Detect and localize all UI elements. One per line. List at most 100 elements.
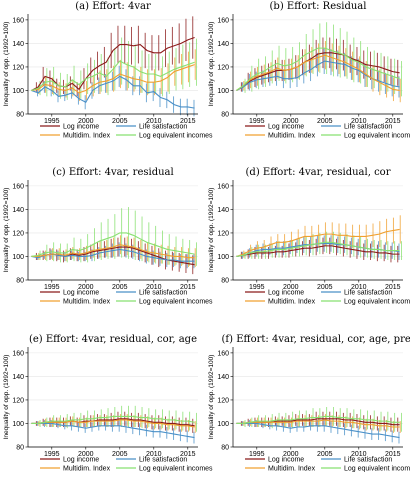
y-tick-label: 100 bbox=[12, 421, 24, 428]
y-tick-label: 140 bbox=[217, 207, 229, 214]
panel-title: (a) Effort: 4var bbox=[75, 1, 151, 12]
chart-panel-6: (f) Effort: 4var, residual, cor, age, pr… bbox=[208, 334, 410, 473]
legend-label-2: Life satisfaction bbox=[344, 290, 392, 297]
x-tick-label: 2015 bbox=[385, 118, 401, 125]
chart-panel-4: (d) Effort: 4var, residual, cor 80 100 120 1… bbox=[208, 167, 410, 306]
series-line-2 bbox=[236, 242, 400, 258]
legend: Log income Life satisfaction Multidim. Ind… bbox=[245, 290, 410, 306]
panel-title: (e) Effort: 4var, residual, cor, age bbox=[29, 334, 197, 345]
x-tick-label: 2015 bbox=[180, 118, 196, 125]
legend-label-3: Multidim. Index bbox=[63, 299, 111, 306]
legend-label-1: Log income bbox=[268, 457, 304, 464]
legend: Log income Life satisfaction Multidim. Ind… bbox=[40, 124, 213, 140]
legend-label-4: Log equivalent incomes bbox=[139, 133, 213, 140]
x-tick-label: 2005 bbox=[112, 118, 128, 125]
legend-label-2: Life satisfaction bbox=[344, 457, 392, 464]
y-tick-label: 160 bbox=[12, 17, 24, 24]
series-line-1 bbox=[31, 37, 195, 91]
legend-label-1: Log income bbox=[63, 290, 99, 297]
x-tick-label: 2000 bbox=[78, 451, 94, 458]
y-tick-label: 160 bbox=[12, 183, 24, 190]
y-tick-label: 160 bbox=[217, 17, 229, 24]
legend: Log income Life satisfaction Multidim. Ind… bbox=[40, 290, 213, 306]
panel-title: (c) Effort: 4var, residual bbox=[52, 167, 173, 178]
y-tick-label: 120 bbox=[12, 64, 24, 71]
series-line-2 bbox=[31, 75, 195, 109]
x-tick-label: 1995 bbox=[249, 451, 265, 458]
y-tick-label: 100 bbox=[12, 254, 24, 261]
panel-title: (d) Effort: 4var, residual, cor bbox=[246, 167, 391, 178]
legend-label-4: Log equivalent incomes bbox=[344, 133, 410, 140]
y-tick-label: 120 bbox=[217, 230, 229, 237]
y-axis-label: Inequality of opp. (1992=100) bbox=[208, 22, 215, 107]
x-tick-label: 2000 bbox=[283, 118, 299, 125]
legend-label-2: Life satisfaction bbox=[139, 290, 187, 297]
x-tick-label: 1995 bbox=[249, 284, 265, 291]
x-tick-label: 2015 bbox=[180, 451, 196, 458]
x-tick-label: 1995 bbox=[44, 451, 60, 458]
x-tick-label: 1995 bbox=[44, 284, 60, 291]
x-tick-label: 2015 bbox=[385, 284, 401, 291]
x-tick-label: 2010 bbox=[351, 118, 367, 125]
legend: Log income Life satisfaction Multidim. Ind… bbox=[40, 457, 213, 473]
y-tick-label: 120 bbox=[12, 397, 24, 404]
y-tick-label: 140 bbox=[217, 374, 229, 381]
legend-label-3: Multidim. Index bbox=[63, 466, 111, 473]
y-tick-label: 80 bbox=[221, 277, 229, 284]
legend-label-2: Life satisfaction bbox=[344, 124, 392, 131]
legend-label-4: Log equivalent incomes bbox=[344, 466, 410, 473]
chart-panel-2: (b) Effort: Residual 80 100 120 140 160 1995 20… bbox=[208, 1, 410, 140]
y-tick-label: 100 bbox=[12, 88, 24, 95]
y-tick-label: 160 bbox=[217, 350, 229, 357]
y-tick-label: 80 bbox=[16, 111, 24, 118]
y-tick-label: 80 bbox=[221, 111, 229, 118]
x-tick-label: 2010 bbox=[351, 451, 367, 458]
x-tick-label: 2015 bbox=[385, 451, 401, 458]
x-tick-label: 2005 bbox=[317, 118, 333, 125]
legend-label-1: Log income bbox=[63, 457, 99, 464]
legend: Log income Life satisfaction Multidim. Ind… bbox=[245, 457, 410, 473]
x-tick-label: 2010 bbox=[146, 118, 162, 125]
legend-label-4: Log equivalent incomes bbox=[344, 299, 410, 306]
x-tick-label: 2005 bbox=[317, 284, 333, 291]
x-tick-label: 2010 bbox=[146, 451, 162, 458]
chart-panel-3: (c) Effort: 4var, residual 80 100 120 140 160… bbox=[3, 167, 213, 306]
y-tick-label: 120 bbox=[217, 397, 229, 404]
legend-label-1: Log income bbox=[63, 124, 99, 131]
y-axis-label: Inequality of opp. (1992=100) bbox=[208, 355, 215, 440]
x-tick-label: 2005 bbox=[317, 451, 333, 458]
x-tick-label: 2005 bbox=[112, 451, 128, 458]
chart-panel-1: (a) Effort: 4var 80 100 120 140 160 1995 2000 20… bbox=[3, 1, 213, 140]
legend-label-2: Life satisfaction bbox=[139, 457, 187, 464]
x-tick-label: 2000 bbox=[78, 284, 94, 291]
y-tick-label: 160 bbox=[217, 183, 229, 190]
x-tick-label: 2010 bbox=[146, 284, 162, 291]
legend-label-1: Log income bbox=[268, 124, 304, 131]
x-tick-label: 2000 bbox=[283, 451, 299, 458]
legend-label-1: Log income bbox=[268, 290, 304, 297]
y-tick-label: 140 bbox=[217, 41, 229, 48]
chart-panel-5: (e) Effort: 4var, residual, cor, age 80 10… bbox=[3, 334, 213, 473]
x-tick-label: 2000 bbox=[78, 118, 94, 125]
y-axis-label: Inequality of opp. (1992=100) bbox=[208, 188, 215, 273]
x-tick-label: 2000 bbox=[283, 284, 299, 291]
legend-label-3: Multidim. Index bbox=[63, 133, 111, 140]
legend: Log income Life satisfaction Multidim. Ind… bbox=[245, 124, 410, 140]
y-axis-label: Inequality of opp. (1992=100) bbox=[3, 355, 10, 440]
y-tick-label: 140 bbox=[12, 207, 24, 214]
y-tick-label: 140 bbox=[12, 41, 24, 48]
x-tick-label: 2010 bbox=[351, 284, 367, 291]
x-tick-label: 2005 bbox=[112, 284, 128, 291]
x-tick-label: 1995 bbox=[44, 118, 60, 125]
y-tick-label: 140 bbox=[12, 374, 24, 381]
y-tick-label: 120 bbox=[12, 230, 24, 237]
panel-title: (b) Effort: Residual bbox=[270, 1, 367, 12]
y-axis-label: Inequality of opp. (1992=100) bbox=[3, 188, 10, 273]
y-tick-label: 120 bbox=[217, 64, 229, 71]
x-tick-label: 1995 bbox=[249, 118, 265, 125]
y-axis-label: Inequality of opp. (1992=100) bbox=[3, 22, 10, 107]
series-line-2 bbox=[31, 422, 195, 439]
panel-title: (f) Effort: 4var, residual, cor, age, pr… bbox=[222, 334, 410, 345]
y-tick-label: 100 bbox=[217, 254, 229, 261]
